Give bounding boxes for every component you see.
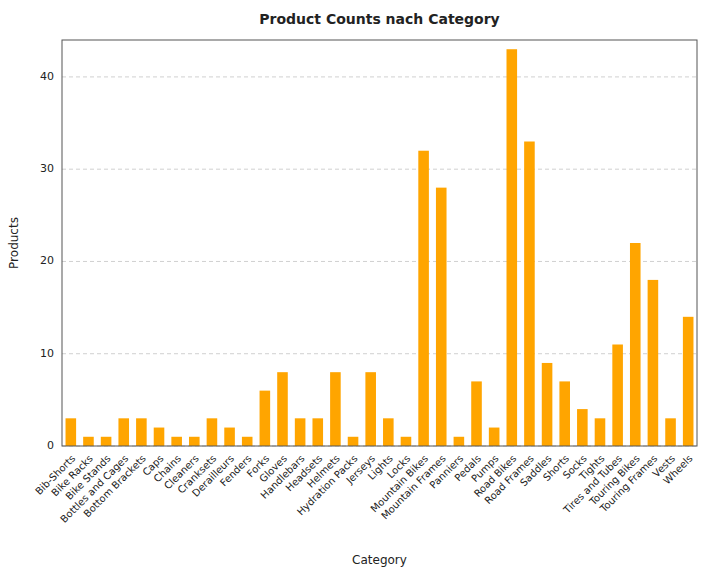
x-axis: Bib-ShortsBike RacksBike StandsBottles a… [33,453,695,525]
bar [648,280,659,446]
y-axis: 0 10 20 30 40 [40,70,697,452]
bar [542,363,553,446]
y-tick-label: 10 [40,347,54,360]
y-tick-label: 40 [40,70,54,83]
bar [348,437,359,446]
grid-line [62,261,697,262]
chart-container: 0 10 20 30 40 Bib-ShortsBike RacksBike Stands… [0,0,717,574]
bar [118,418,129,446]
grid-line [62,169,697,170]
bar [630,243,641,446]
grid-line [62,76,697,77]
y-axis-label: Products [7,217,21,269]
bar [489,428,500,446]
bar [383,418,394,446]
chart: 0 10 20 30 40 Bib-ShortsBike RacksBike Stands… [0,0,717,574]
bar [330,372,341,446]
bar [66,418,77,446]
bar [612,345,623,447]
bar [401,437,412,446]
plot-frame [62,40,697,446]
bar [295,418,306,446]
y-tick-label: 30 [40,162,54,175]
bar [154,428,165,446]
bar [242,437,253,446]
y-tick-label: 20 [40,254,54,267]
bar [136,418,147,446]
bar [277,372,288,446]
x-tick-label: Bottom Brackets [81,453,148,520]
bar [595,418,606,446]
y-tick-label: 0 [47,439,54,452]
bar [471,381,482,446]
x-tick-label: Hydration Packs [295,453,360,518]
bar [224,428,235,446]
bar [454,437,465,446]
bar [577,409,588,446]
grid-line [62,353,697,354]
bar [507,49,518,446]
bar [171,437,182,446]
x-tick-label: Touring Frames [597,453,659,515]
bar [665,418,676,446]
bars [66,49,694,446]
bar [260,391,271,446]
x-tick-label: Wheels [661,453,695,487]
bar [436,188,447,446]
x-axis-label: Category [352,553,407,567]
bar [418,151,429,446]
bar [312,418,323,446]
bar [524,142,535,447]
title: Product Counts nach Category [259,11,500,27]
bar [559,381,570,446]
bar [207,418,218,446]
bar [189,437,200,446]
bar [83,437,94,446]
bar [365,372,376,446]
bar [101,437,112,446]
bar [683,317,694,446]
